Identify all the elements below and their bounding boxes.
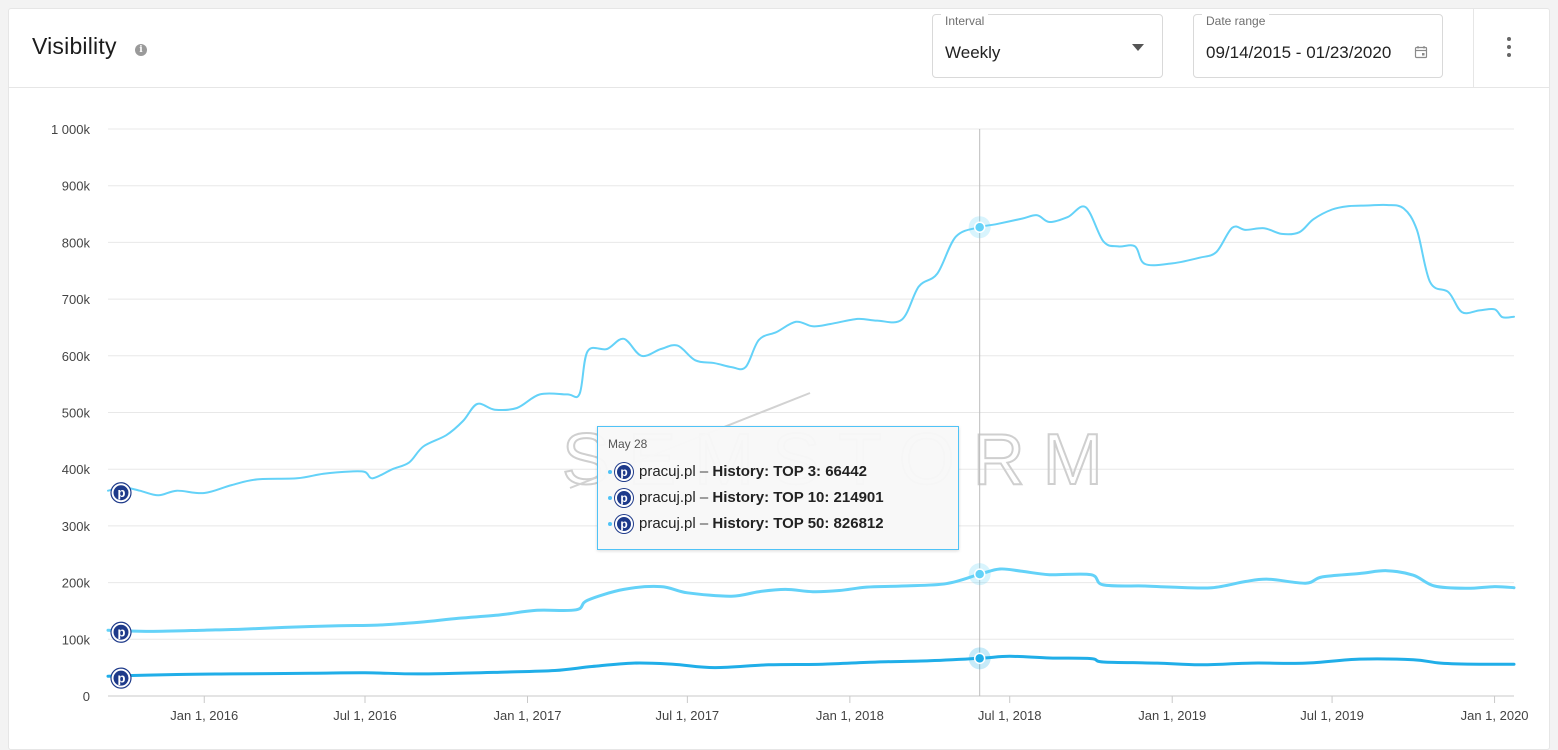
date-range-value: 09/14/2015 - 01/23/2020	[1206, 43, 1392, 62]
interval-legend: Interval	[941, 14, 989, 28]
tooltip-domain: pracuj.pl	[639, 463, 696, 480]
header-divider	[1473, 9, 1474, 87]
series-dot-icon	[608, 496, 612, 501]
series-line-top50	[107, 203, 1515, 497]
tooltip-dash: –	[695, 515, 713, 532]
date-range-field[interactable]: Date range 09/14/2015 - 01/23/2020	[1193, 14, 1443, 78]
pracuj-logo-icon: p	[110, 621, 132, 643]
tooltip-metric: : TOP 3: 66442	[764, 463, 867, 480]
x-tick-label: Jan 1, 2017	[494, 708, 562, 723]
hover-point	[973, 652, 986, 665]
logo-disc	[113, 485, 129, 501]
tooltip-domain: pracuj.pl	[639, 489, 696, 506]
pracuj-logo-icon: p	[110, 667, 132, 689]
series-line-top3	[106, 654, 1516, 678]
logo-letter: p	[118, 485, 126, 500]
logo-disc	[113, 624, 129, 640]
series-dot-icon	[608, 522, 612, 527]
pracuj-logo-icon: p	[110, 482, 132, 504]
kebab-menu-icon[interactable]	[1499, 35, 1519, 61]
tooltip-label: History	[712, 463, 765, 480]
interval-value: Weekly	[945, 43, 1001, 62]
x-tick-label: Jan 1, 2019	[1138, 708, 1206, 723]
tooltip-row-top10: p pracuj.pl – History: TOP 10: 214901	[608, 489, 884, 509]
y-tick-label: 800k	[62, 235, 91, 250]
date-range-legend: Date range	[1202, 14, 1270, 28]
pracuj-logo-icon: p	[615, 489, 633, 508]
card-title: Visibility	[32, 33, 117, 59]
x-tick-label: Jul 1, 2017	[656, 708, 720, 723]
x-tick-label: Jan 1, 2020	[1461, 708, 1529, 723]
x-tick-label: Jan 1, 2016	[170, 708, 238, 723]
tooltip-row-top50: p pracuj.pl – History: TOP 50: 826812	[608, 515, 884, 535]
y-tick-label: 0	[83, 689, 90, 704]
x-tick-label: Jul 1, 2018	[978, 708, 1042, 723]
y-tick-label: 600k	[62, 349, 91, 364]
hover-point	[973, 221, 986, 233]
info-icon[interactable]: i	[135, 44, 147, 56]
logo-letter: p	[118, 671, 126, 686]
tooltip-row-top3: p pracuj.pl – History: TOP 3: 66442	[608, 463, 867, 483]
x-tick-label: Jul 1, 2019	[1300, 708, 1364, 723]
pracuj-logo-icon: p	[615, 515, 633, 534]
tooltip-label: History	[712, 489, 765, 506]
hover-point	[973, 568, 986, 580]
y-tick-label: 900k	[62, 179, 91, 194]
y-tick-label: 200k	[62, 576, 91, 591]
x-tick-label: Jul 1, 2016	[333, 708, 397, 723]
pracuj-logo-icon: p	[615, 463, 633, 482]
chart-tooltip: May 28 p pracuj.pl – History: TOP 3: 6644…	[597, 426, 959, 550]
y-tick-label: 300k	[62, 519, 91, 534]
tooltip-dash: –	[695, 463, 713, 480]
calendar-icon[interactable]	[1414, 45, 1428, 59]
tooltip-domain: pracuj.pl	[639, 515, 696, 532]
tooltip-dash: –	[695, 489, 713, 506]
y-tick-label: 500k	[62, 406, 91, 421]
interval-select[interactable]: Interval Weekly	[932, 14, 1163, 78]
y-tick-label: 400k	[62, 462, 91, 477]
card-header: Visibility i Interval Weekly Date range …	[9, 9, 1549, 88]
tooltip-metric: : TOP 50: 826812	[764, 515, 884, 532]
y-axis: 0 100k 200k 300k 400k 500k 600k 700k 800k 900k 1 0…	[51, 122, 91, 704]
y-tick-label: 700k	[62, 292, 91, 307]
y-tick-label: 100k	[62, 632, 91, 647]
x-axis: Jan 1, 2016 Jul 1, 2016 Jan 1, 2017 Jul 1, …	[170, 696, 1529, 723]
y-tick-label: 1 000k	[51, 122, 91, 137]
x-tick-label: Jan 1, 2018	[816, 708, 884, 723]
tooltip-label: History	[712, 515, 765, 532]
chart-grid	[108, 128, 1514, 697]
series-markers: ppp	[110, 216, 991, 689]
tooltip-metric: : TOP 10: 214901	[764, 489, 884, 506]
series-line-top10	[106, 567, 1516, 633]
logo-letter: p	[118, 625, 126, 640]
dropdown-arrow-icon[interactable]	[1132, 44, 1144, 51]
logo-disc	[113, 670, 129, 686]
series-lines	[106, 203, 1516, 678]
series-dot-icon	[608, 470, 612, 475]
visibility-card: Visibility i Interval Weekly Date range …	[8, 8, 1550, 750]
tooltip-date: May 28	[608, 437, 648, 451]
